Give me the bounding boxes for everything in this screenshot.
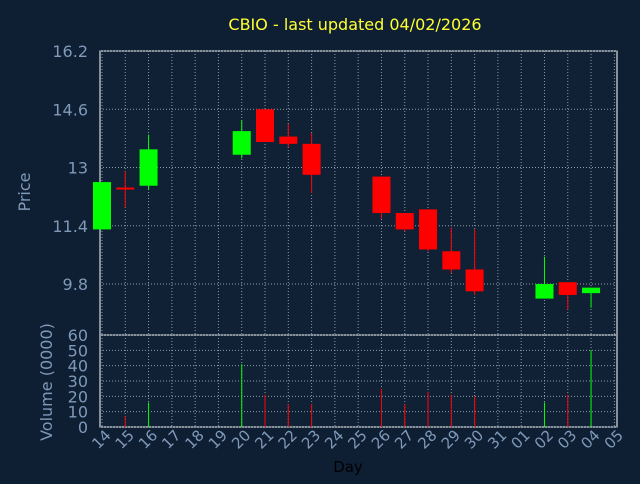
candle-body (442, 251, 461, 270)
price-tick-label: 9.8 (63, 275, 88, 294)
x-axis-label: Day (333, 458, 363, 476)
candle-body (419, 209, 438, 250)
candle-body (232, 131, 251, 155)
price-tick-label: 14.6 (52, 100, 88, 119)
volume-tick-label: 60 (68, 326, 88, 345)
volume-tick-label: 10 (68, 403, 88, 422)
volume-tick-label: 50 (68, 341, 88, 360)
price-tick-label: 11.4 (52, 217, 88, 236)
candle-body (93, 182, 111, 230)
price-tick-label: 13 (68, 159, 88, 178)
volume-tick-label: 0 (78, 418, 88, 437)
candle-body (302, 143, 321, 175)
price-axis-label: Price (15, 172, 34, 211)
price-tick-label: 16.2 (52, 42, 88, 61)
candle-body (372, 176, 391, 214)
candle-body (256, 109, 275, 143)
volume-tick-label: 30 (68, 372, 88, 391)
candle-body (535, 284, 554, 299)
volume-tick-label: 20 (68, 387, 88, 406)
volume-tick-label: 40 (68, 357, 88, 376)
volume-axis-label: Volume (0000) (37, 323, 56, 441)
chart-title: CBIO - last updated 04/02/2026 (228, 15, 481, 34)
candle-body (139, 149, 158, 186)
candle-body (395, 213, 414, 230)
x-axis: 1415161718192021222324252627282930310102… (88, 426, 627, 452)
candle-body (116, 187, 135, 190)
candle-body (582, 287, 601, 294)
candle-body (465, 269, 484, 292)
candle-body (279, 136, 298, 144)
price-panel: 16.2 14.6 13 11.4 9.8 (52, 42, 618, 336)
x-tick-label: 05 (601, 426, 627, 452)
candle-body (558, 282, 577, 295)
